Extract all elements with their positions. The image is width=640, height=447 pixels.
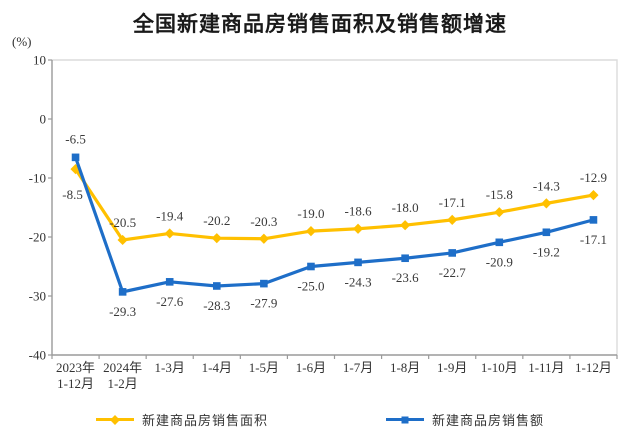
square-marker-icon [589,216,598,224]
square-marker-icon [165,278,174,286]
data-label: -20.2 [203,213,230,228]
x-tick-label: 1-5月 [249,360,279,375]
x-tick-label: 1-4月 [202,360,232,375]
square-marker-icon [354,258,362,267]
chart-title: 全国新建商品房销售面积及销售额增速 [133,13,507,36]
data-label: -18.0 [392,200,419,215]
square-marker-icon [448,249,457,257]
x-tick-label: 2023年 [56,360,95,375]
diamond-marker-icon [541,198,552,209]
data-label: -17.1 [439,195,466,210]
x-tick-label: 1-2月 [107,376,137,391]
series-line-0 [73,167,596,242]
legend-item-sales-amount: 新建商品房销售额 [386,410,544,429]
square-marker-icon [71,153,80,162]
data-label: -14.3 [533,178,560,193]
y-tick-label: -40 [29,348,46,363]
diamond-marker-icon [447,214,458,225]
diamond-marker-icon [211,233,222,244]
diamond-marker-icon [305,226,317,237]
square-marker-icon [260,279,268,288]
diamond-marker-icon [258,233,269,244]
data-label: -28.3 [203,298,230,313]
legend-line-marker-sales-amount [386,416,424,423]
square-marker-icon [307,262,315,271]
diamond-marker-icon [110,414,120,425]
series-line-1 [73,155,596,294]
x-tick-label: 1-9月 [437,360,467,375]
diamond-marker-icon [400,220,411,231]
legend-label-sales-amount: 新建商品房销售额 [432,413,545,428]
x-tick-label: 1-10月 [481,360,518,375]
x-tick-label: 2024年 [103,360,142,375]
square-marker-icon [118,288,127,296]
diamond-marker-icon [164,228,175,239]
legend-label-sales-area: 新建商品房销售面积 [141,413,268,428]
y-tick-label: -30 [29,289,46,304]
data-label: -6.5 [65,131,86,146]
data-label: -20.9 [486,254,513,269]
x-tick-label: 1-6月 [296,360,326,375]
data-label: -12.9 [580,170,607,185]
data-label: -27.6 [156,294,184,309]
x-tick-label: 1-11月 [528,360,564,375]
data-label: -17.1 [580,232,607,247]
data-label: -24.3 [344,274,371,289]
square-marker-icon [542,228,551,237]
square-marker-icon [401,254,409,263]
diamond-marker-icon [117,234,128,246]
x-tick-label: 1-12月 [57,376,94,391]
data-label: -25.0 [297,279,324,294]
y-tick-label: -20 [29,230,46,245]
data-label: -23.6 [392,270,420,285]
legend-line-marker-sales-area [95,414,134,425]
y-tick-label: 10 [33,53,46,68]
data-label: -29.3 [109,304,136,319]
x-tick-label: 1-7月 [343,360,373,375]
data-label: -19.4 [156,208,184,223]
data-label: -22.7 [439,265,467,280]
square-marker-icon [495,238,504,247]
x-tick-label: 1-12月 [575,360,612,375]
data-label: -20.5 [109,215,136,230]
plot-border [52,59,618,355]
legend: 新建商品房销售面积 新建商品房销售额 [0,410,640,429]
data-label: -8.5 [62,187,83,202]
y-axis-unit-label: (%) [12,34,32,49]
data-label: -19.2 [533,244,560,259]
data-label: -19.0 [297,206,324,221]
diamond-marker-icon [494,207,505,218]
data-label: -20.3 [250,214,277,229]
data-label: -15.8 [486,187,513,202]
square-marker-icon [401,416,409,423]
square-marker-icon [212,282,221,290]
y-tick-label: 0 [40,112,47,127]
legend-item-sales-area: 新建商品房销售面积 [95,410,268,429]
data-label: -27.9 [250,296,277,311]
y-tick-label: -10 [29,171,46,186]
x-tick-label: 1-8月 [390,360,420,375]
diamond-marker-icon [352,223,364,234]
x-tick-label: 1-3月 [155,360,185,375]
diamond-marker-icon [588,190,599,201]
data-label: -18.6 [344,204,372,219]
